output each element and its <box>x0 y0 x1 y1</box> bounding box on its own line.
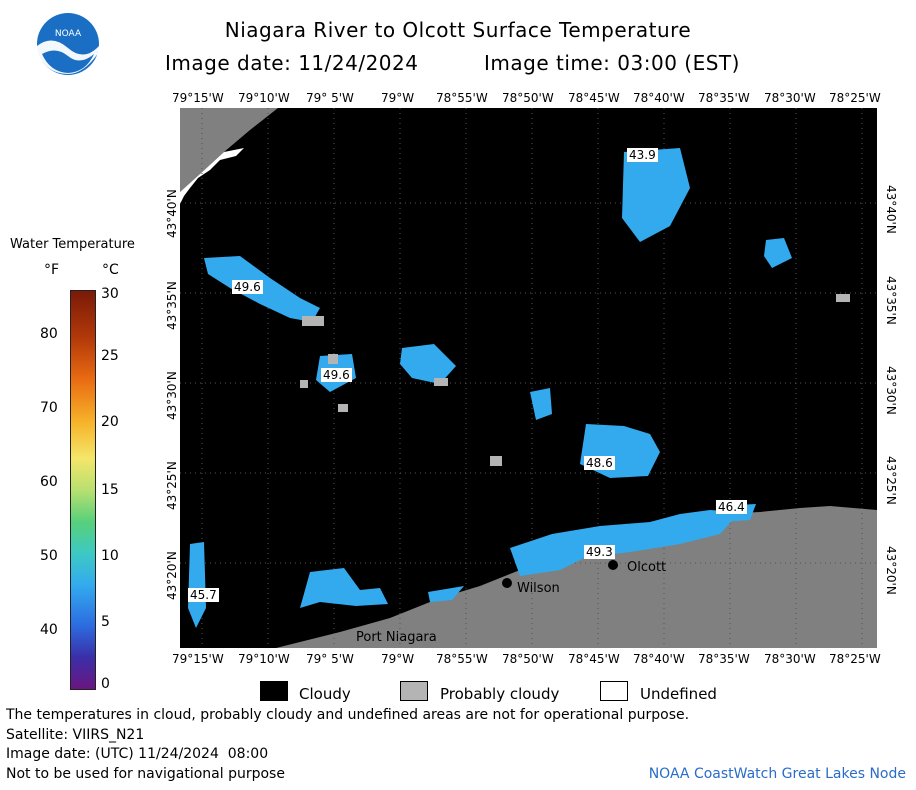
lat-tick: 43°40'N <box>165 189 179 238</box>
f-tick: 60 <box>40 474 58 490</box>
probably-cloudy <box>300 294 850 466</box>
land-newyork <box>276 506 877 648</box>
lon-tick: 78°30'W <box>764 652 816 666</box>
lat-tick: 43°30'N <box>165 371 179 420</box>
footer-nav-warning: Not to be used for navigational purpose <box>6 766 285 782</box>
lon-tick: 79°15'W <box>172 91 224 105</box>
lon-tick: 79°W <box>381 652 415 666</box>
olcott-marker <box>608 560 618 570</box>
lat-tick: 43°40'N <box>884 185 898 234</box>
c-tick: 30 <box>101 286 119 302</box>
lon-tick: 78°25'W <box>829 91 881 105</box>
temp-label: 49.6 <box>321 368 352 382</box>
lon-tick: 79° 5'W <box>306 652 354 666</box>
colorbar-unit-f: °F <box>44 262 60 278</box>
f-tick: 50 <box>40 548 58 564</box>
lat-tick: 43°35'N <box>165 281 179 330</box>
legend-label-probably-cloudy: Probably cloudy <box>440 685 560 703</box>
noaa-logo-text: NOAA <box>55 29 82 39</box>
lon-tick: 78°55'W <box>436 652 488 666</box>
c-tick: 25 <box>101 348 119 364</box>
temp-label: 49.6 <box>232 280 263 294</box>
f-tick: 40 <box>40 622 58 638</box>
temp-label: 43.9 <box>627 148 658 162</box>
lon-tick: 78°40'W <box>633 91 685 105</box>
c-tick: 5 <box>101 614 110 630</box>
page-title: Niagara River to Olcott Surface Temperat… <box>224 18 692 42</box>
lon-tick: 78°35'W <box>698 652 750 666</box>
f-tick: 70 <box>40 400 58 416</box>
lon-tick: 79°10'W <box>238 652 290 666</box>
lat-tick: 43°25'N <box>165 461 179 510</box>
c-tick: 0 <box>101 676 110 692</box>
wilson-marker <box>502 578 512 588</box>
lon-tick: 78°45'W <box>568 652 620 666</box>
image-time: Image time: 03:00 (EST) <box>484 51 740 75</box>
colorbar <box>70 290 96 690</box>
temperature-map: 43.9 49.6 49.6 48.6 46.4 49.3 45.7 Wilso… <box>180 108 877 648</box>
place-wilson: Wilson <box>517 581 560 596</box>
legend-swatch-undefined <box>600 681 628 701</box>
c-tick: 20 <box>101 414 119 430</box>
c-tick: 15 <box>101 482 119 498</box>
legend-label-cloudy: Cloudy <box>299 685 351 703</box>
land-canada <box>180 108 278 192</box>
footer-note: The temperatures in cloud, probably clou… <box>6 707 690 723</box>
temp-label: 46.4 <box>716 500 747 514</box>
lat-tick: 43°35'N <box>884 276 898 325</box>
footer-credit: NOAA CoastWatch Great Lakes Node <box>648 766 906 782</box>
lon-tick: 79°W <box>381 91 415 105</box>
lon-tick: 78°25'W <box>829 652 881 666</box>
undefined-area <box>180 148 244 204</box>
lon-tick: 79° 5'W <box>306 91 354 105</box>
lon-tick: 78°35'W <box>698 91 750 105</box>
lat-tick: 43°20'N <box>165 551 179 600</box>
graticule <box>180 108 877 648</box>
lon-tick: 78°55'W <box>436 91 488 105</box>
place-port-niagara: Port Niagara <box>356 630 437 645</box>
temp-label: 48.6 <box>584 456 615 470</box>
temp-label: 45.7 <box>188 588 219 602</box>
lat-tick: 43°20'N <box>884 546 898 595</box>
noaa-logo: NOAA <box>36 12 100 76</box>
map-svg <box>180 108 877 648</box>
temp-label: 49.3 <box>584 545 615 559</box>
lat-tick: 43°25'N <box>884 456 898 505</box>
image-date: Image date: 11/24/2024 <box>165 51 419 75</box>
place-olcott: Olcott <box>627 560 667 575</box>
f-tick: 80 <box>40 326 58 342</box>
footer-utc-date: Image date: (UTC) 11/24/2024 08:00 <box>6 746 269 762</box>
lon-tick: 78°50'W <box>502 91 554 105</box>
lon-tick: 79°15'W <box>172 652 224 666</box>
colorbar-unit-c: °C <box>102 262 119 278</box>
legend-swatch-probably-cloudy <box>400 681 428 701</box>
legend-swatch-cloudy <box>260 681 288 701</box>
footer-satellite: Satellite: VIIRS_N21 <box>6 727 145 743</box>
lon-tick: 78°50'W <box>502 652 554 666</box>
lat-tick: 43°30'N <box>884 366 898 415</box>
legend-label-undefined: Undefined <box>640 685 717 703</box>
c-tick: 10 <box>101 548 119 564</box>
lon-tick: 78°30'W <box>764 91 816 105</box>
colorbar-title: Water Temperature <box>10 237 135 252</box>
lon-tick: 78°45'W <box>568 91 620 105</box>
lon-tick: 79°10'W <box>238 91 290 105</box>
lon-tick: 78°40'W <box>633 652 685 666</box>
